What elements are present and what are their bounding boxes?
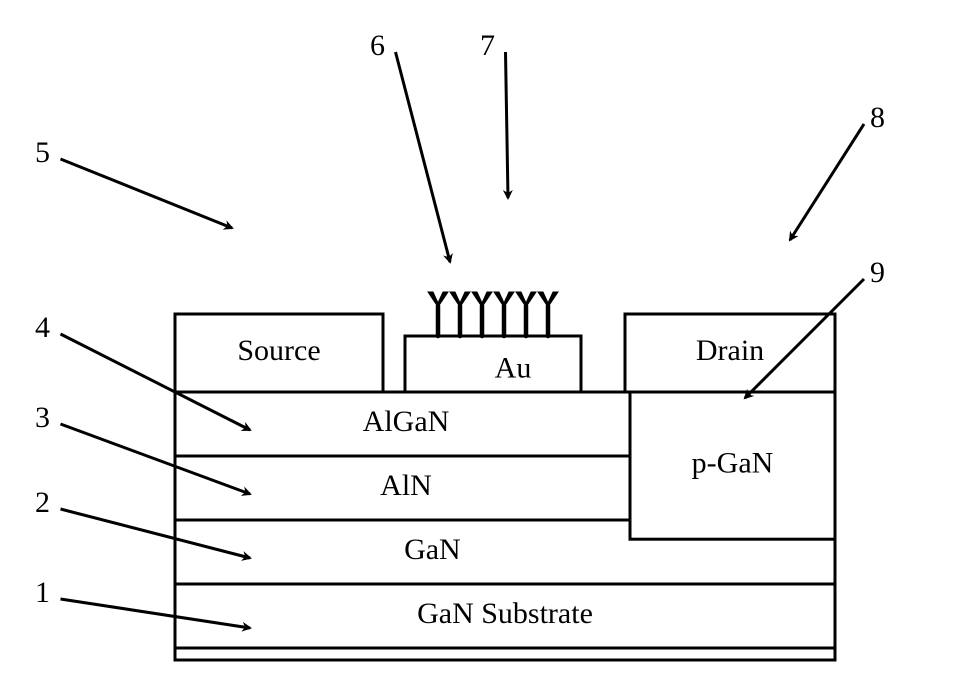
label-aln: AlN bbox=[380, 469, 432, 502]
nanowire-head bbox=[494, 292, 514, 307]
callout-number-8: 8 bbox=[870, 101, 885, 134]
nanowire-head bbox=[428, 292, 448, 307]
callout-number-3: 3 bbox=[35, 401, 50, 434]
label-pgan: p-GaN bbox=[692, 446, 774, 479]
callout-arrow-5 bbox=[61, 159, 233, 228]
callout-arrow-6 bbox=[396, 52, 451, 262]
callout-number-1: 1 bbox=[35, 576, 50, 609]
callout-arrow-8 bbox=[790, 124, 864, 240]
label-gate: Au bbox=[495, 352, 532, 385]
callout-number-4: 4 bbox=[35, 311, 50, 344]
nanowire-head bbox=[516, 292, 536, 307]
callout-number-6: 6 bbox=[370, 29, 385, 62]
nanowire-head bbox=[450, 292, 470, 307]
label-substrate: GaN Substrate bbox=[417, 597, 593, 630]
callout-number-7: 7 bbox=[480, 29, 495, 62]
label-algan: AlGaN bbox=[363, 405, 450, 438]
gate-contact bbox=[405, 336, 581, 392]
label-gan: GaN bbox=[404, 533, 461, 566]
callout-number-9: 9 bbox=[870, 256, 885, 289]
nanowire-head bbox=[538, 292, 558, 307]
callout-number-2: 2 bbox=[35, 486, 50, 519]
nanowire-head bbox=[472, 292, 492, 307]
callout-arrow-7 bbox=[506, 52, 509, 198]
callout-number-5: 5 bbox=[35, 136, 50, 169]
label-source: Source bbox=[237, 334, 320, 367]
label-drain: Drain bbox=[696, 334, 764, 367]
